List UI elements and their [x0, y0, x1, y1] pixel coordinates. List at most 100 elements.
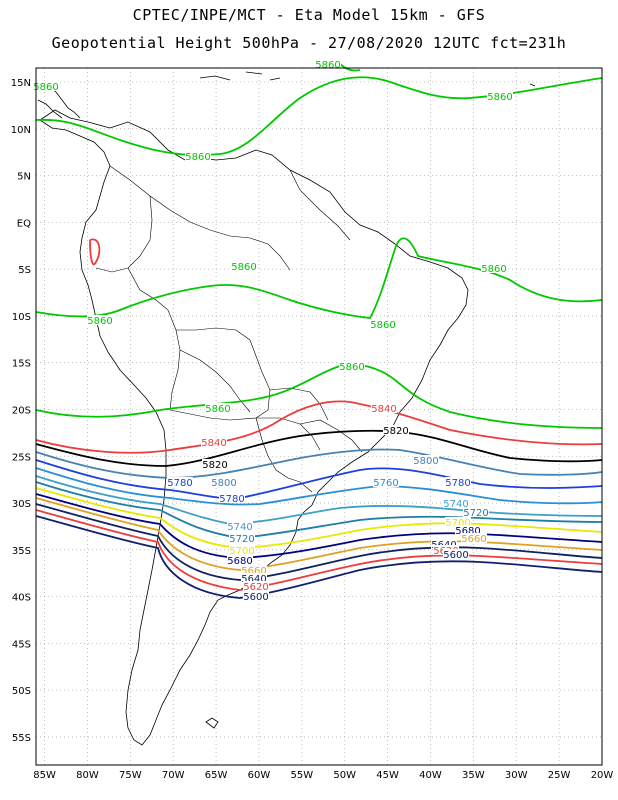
contour-label-bg [227, 521, 253, 531]
contour-label-5720: 5720 [229, 534, 254, 545]
contour-label-bg [413, 455, 439, 465]
map-frame [35, 67, 603, 766]
contour-label-5800: 5800 [211, 478, 236, 489]
contour-label-5860: 5860 [315, 60, 340, 71]
contour-5780 [35, 459, 603, 500]
contour-label-bg [229, 545, 255, 555]
contour-label-5680: 5680 [455, 526, 480, 537]
contour-label-5660: 5660 [461, 534, 486, 545]
contour-5760 [35, 467, 603, 506]
lat-tick-label: 15S [12, 359, 31, 370]
lon-tick-label: 35W [462, 770, 485, 781]
contour-label-bg [461, 533, 487, 543]
lat-tick-label: 5S [18, 265, 31, 276]
contour-label-bg [370, 319, 396, 329]
contour-label-bg [205, 403, 231, 413]
contour-5840 [35, 400, 603, 454]
country-borders [95, 165, 363, 493]
falkland-islands [205, 717, 219, 729]
lon-tick-label: 85W [33, 770, 56, 781]
contour-label-5720: 5720 [463, 508, 488, 519]
lon-tick-label: 55W [291, 770, 314, 781]
contour-label-5860: 5860 [487, 92, 512, 103]
contour-label-bg [455, 525, 481, 535]
contour-label-bg [431, 539, 457, 549]
contour-label-bg [219, 493, 245, 503]
contour-label-5860: 5860 [481, 264, 506, 275]
lat-tick-label: EQ [17, 218, 31, 229]
contour-label-bg [487, 91, 513, 101]
contour-label-bg [241, 565, 267, 575]
map-title-line1: CPTEC/INPE/MCT - Eta Model 15km - GFS [132, 6, 486, 24]
contour-label-bg [383, 425, 409, 435]
contour-label-bg [241, 573, 267, 583]
contour-label-bg [227, 555, 253, 565]
contour-label-bg [33, 81, 59, 91]
contour-5860 [35, 237, 603, 319]
contour-5820 [35, 429, 603, 467]
contour-labels: 5860 5860 5860 5860 5860 5860 5860 5860 5860 5860… [33, 59, 513, 603]
contour-5840 [89, 238, 101, 266]
contour-5680 [35, 493, 603, 559]
lat-tick-label: 35S [12, 546, 31, 557]
contour-label-5840: 5840 [371, 404, 396, 415]
lon-tick-label: 75W [119, 770, 142, 781]
contour-label-5860: 5860 [231, 262, 256, 273]
contour-5860 [339, 63, 361, 72]
contour-label-5860: 5860 [339, 362, 364, 373]
contour-label-bg [243, 581, 269, 591]
contour-label-bg [243, 591, 269, 601]
lat-tick-label: 30S [12, 499, 31, 510]
contour-label-5860: 5860 [205, 404, 230, 415]
contour-label-bg [445, 517, 471, 527]
lat-tick-label: 25S [12, 452, 31, 463]
contour-label-bg [463, 507, 489, 517]
contour-label-5640: 5640 [241, 574, 266, 585]
contour-label-5700: 5700 [445, 518, 470, 529]
contour-5620 [35, 509, 603, 591]
lat-tick-label: 15N [11, 78, 31, 89]
contour-5860 [35, 363, 603, 429]
contour-5600 [35, 515, 603, 599]
caribbean-islands [199, 71, 536, 87]
contour-label-bg [371, 403, 397, 413]
contour-5720 [35, 481, 603, 539]
contour-label-5820: 5820 [202, 460, 227, 471]
map-title-line2: Geopotential Height 500hPa - 27/08/2020 … [51, 34, 567, 52]
lon-tick-label: 65W [205, 770, 228, 781]
coastlines [37, 71, 536, 746]
contour-label-bg [229, 533, 255, 543]
contour-label-5600: 5600 [243, 592, 268, 603]
lon-tick-label: 70W [162, 770, 185, 781]
contour-label-5800: 5800 [413, 456, 438, 467]
contour-label-5700: 5700 [229, 546, 254, 557]
contour-label-bg [231, 261, 257, 271]
lon-tick-label: 45W [376, 770, 399, 781]
contour-label-bg [87, 315, 113, 325]
lon-tick-label: 40W [419, 770, 442, 781]
contour-label-bg [315, 59, 341, 69]
contour-label-bg [185, 151, 211, 161]
contour-label-5860: 5860 [33, 82, 58, 93]
contour-label-5820: 5820 [383, 426, 408, 437]
contour-5800 [35, 448, 603, 479]
lat-tick-label: 10N [11, 125, 31, 136]
contour-label-bg [202, 459, 228, 469]
contour-label-bg [211, 477, 237, 487]
contour-label-5620: 5620 [243, 582, 268, 593]
contour-label-5760: 5760 [373, 478, 398, 489]
contour-label-bg [443, 549, 469, 559]
contour-label-bg [481, 263, 507, 273]
lon-tick-label: 50W [333, 770, 356, 781]
contour-5660 [35, 497, 603, 571]
contour-label-bg [373, 477, 399, 487]
lat-tick-label: 40S [12, 593, 31, 604]
contour-5640 [35, 503, 603, 581]
latitude-labels: 15N 10N 5N EQ 5S 10S 15S 20S 25S 30S 35S 40S 45S 50S 5… [11, 78, 31, 744]
contour-label-bg [167, 477, 193, 487]
contour-lines [35, 63, 603, 599]
lat-tick-label: 45S [12, 639, 31, 650]
contour-label-bg [339, 361, 365, 371]
lon-tick-label: 80W [76, 770, 99, 781]
